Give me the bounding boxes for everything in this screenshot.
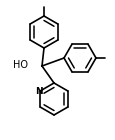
Text: HO: HO — [13, 60, 28, 70]
Text: N: N — [35, 87, 43, 95]
